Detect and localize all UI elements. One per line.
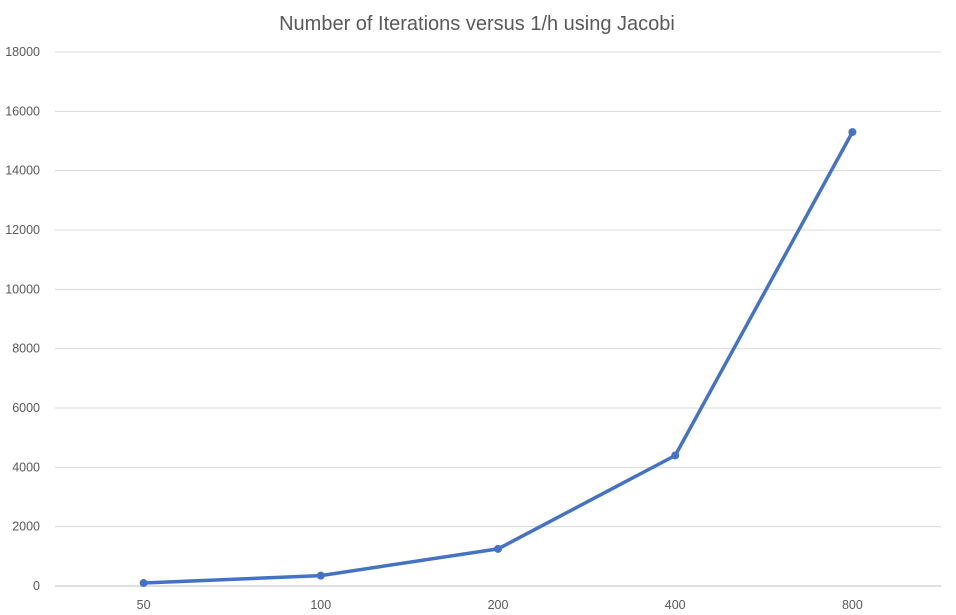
data-point <box>848 128 857 137</box>
x-tick-label: 800 <box>842 598 863 612</box>
y-tick-label: 16000 <box>5 104 40 118</box>
data-point <box>494 544 502 553</box>
chart-title: Number of Iterations versus 1/h using Ja… <box>279 13 675 35</box>
x-tick-label: 200 <box>488 598 509 612</box>
gridlines <box>55 51 941 587</box>
x-axis-ticks: 50 100 200 400 800 <box>137 598 863 612</box>
y-tick-label: 10000 <box>5 282 40 296</box>
x-tick-label: 100 <box>310 598 331 612</box>
y-tick-label: 6000 <box>12 401 40 415</box>
x-tick-label: 400 <box>665 598 686 612</box>
y-tick-label: 4000 <box>12 460 40 474</box>
data-point <box>139 579 148 588</box>
y-tick-label: 14000 <box>5 164 40 178</box>
y-tick-label: 0 <box>33 579 40 593</box>
y-tick-label: 8000 <box>12 342 40 356</box>
y-axis-ticks: 0 2000 4000 6000 8000 10000 12000 14000 16000 180… <box>5 45 40 593</box>
x-tick-label: 50 <box>137 598 151 612</box>
data-point <box>671 451 680 460</box>
y-tick-label: 12000 <box>5 223 40 237</box>
y-tick-label: 2000 <box>12 520 40 534</box>
data-point <box>316 571 325 580</box>
series <box>139 128 857 588</box>
y-tick-label: 18000 <box>5 45 40 59</box>
series-line <box>141 130 855 585</box>
